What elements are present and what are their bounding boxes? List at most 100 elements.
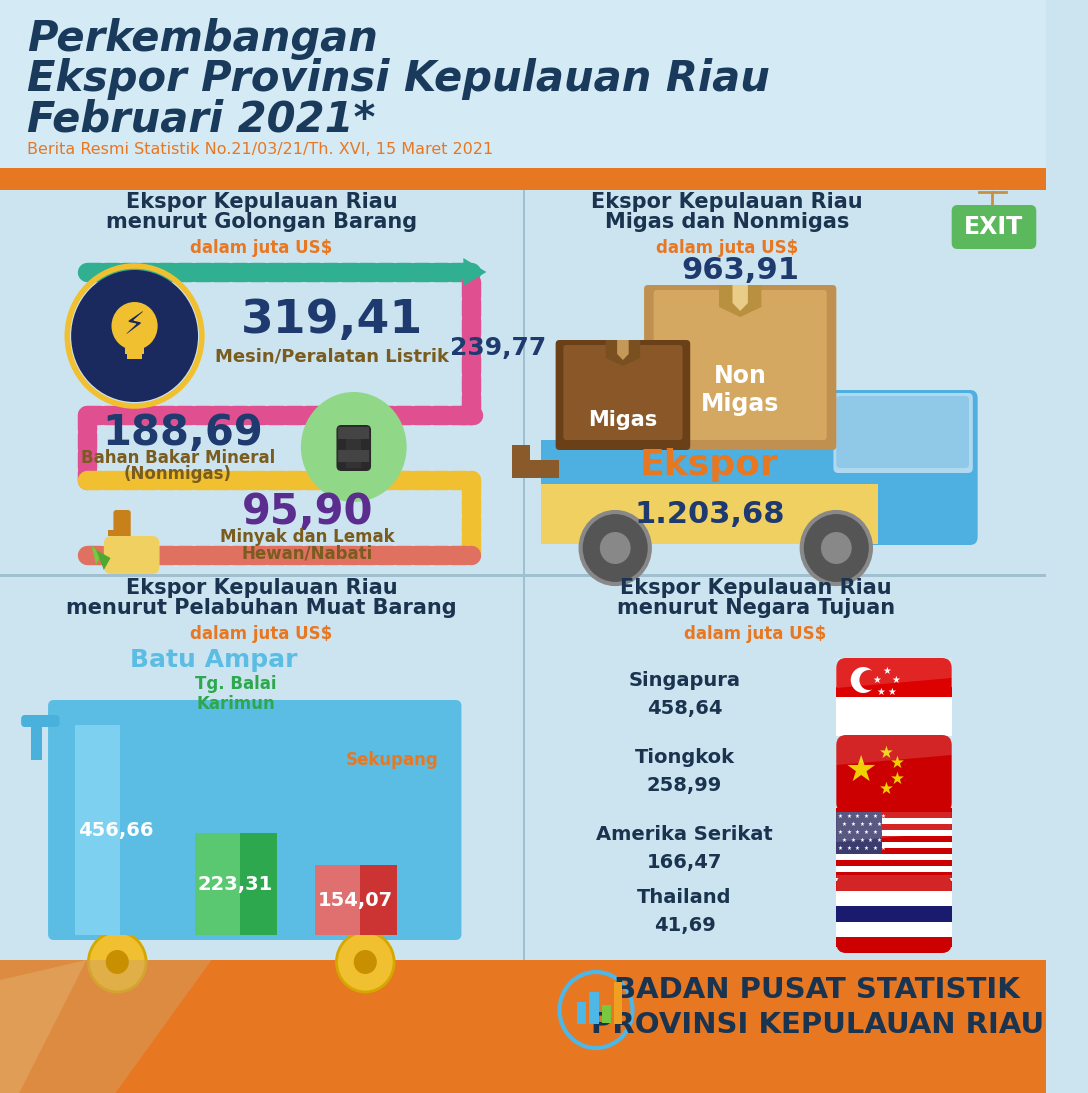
- Text: ★: ★: [877, 822, 881, 826]
- Text: dalam juta US$: dalam juta US$: [190, 239, 333, 257]
- Text: ★: ★: [842, 837, 846, 843]
- Bar: [837, 891, 952, 906]
- Bar: [837, 836, 952, 842]
- Text: 258,99: 258,99: [647, 776, 722, 795]
- Circle shape: [71, 270, 198, 402]
- Text: Perkembangan: Perkembangan: [27, 17, 378, 60]
- Bar: [837, 842, 952, 848]
- Bar: [837, 812, 882, 854]
- Bar: [577, 1002, 586, 1024]
- Text: menurut Pelabuhan Muat Barang: menurut Pelabuhan Muat Barang: [66, 598, 457, 618]
- Text: Ekspor Kepulauan Riau: Ekspor Kepulauan Riau: [125, 578, 397, 598]
- Polygon shape: [91, 545, 101, 565]
- FancyBboxPatch shape: [837, 880, 952, 894]
- Text: 456,66: 456,66: [77, 821, 153, 839]
- Text: ★: ★: [879, 780, 893, 798]
- Text: ★: ★: [838, 846, 842, 850]
- Text: ★: ★: [846, 830, 851, 834]
- Text: ★: ★: [864, 846, 868, 850]
- Bar: [837, 906, 952, 921]
- Text: ⚡: ⚡: [124, 312, 146, 341]
- FancyBboxPatch shape: [48, 700, 461, 940]
- Bar: [338, 427, 369, 439]
- Text: ★: ★: [891, 675, 900, 685]
- Polygon shape: [0, 960, 211, 1093]
- Text: ★: ★: [868, 822, 873, 826]
- Text: ★: ★: [882, 666, 891, 675]
- Text: Berita Resmi Statistik No.21/03/21/Th. XVI, 15 Maret 2021: Berita Resmi Statistik No.21/03/21/Th. X…: [27, 142, 493, 157]
- Bar: [590, 992, 598, 1024]
- Text: 166,47: 166,47: [646, 853, 722, 871]
- Polygon shape: [732, 285, 747, 312]
- Bar: [837, 830, 952, 836]
- Polygon shape: [837, 812, 952, 842]
- Polygon shape: [837, 875, 952, 905]
- Text: Ekspor Provinsi Kepulauan Riau: Ekspor Provinsi Kepulauan Riau: [27, 58, 770, 99]
- Text: ★: ★: [864, 830, 868, 834]
- Text: ★: ★: [890, 754, 905, 772]
- Circle shape: [851, 667, 876, 693]
- Text: ★: ★: [877, 837, 881, 843]
- Circle shape: [802, 512, 870, 584]
- FancyBboxPatch shape: [837, 938, 952, 953]
- Circle shape: [301, 392, 407, 502]
- Text: (Nonmigas): (Nonmigas): [124, 465, 232, 483]
- Bar: [837, 881, 952, 891]
- Text: Singapura: Singapura: [629, 670, 741, 690]
- Text: 319,41: 319,41: [240, 297, 423, 342]
- Bar: [30, 715, 42, 760]
- FancyBboxPatch shape: [556, 340, 690, 450]
- Text: 1.203,68: 1.203,68: [634, 500, 784, 529]
- Text: ★: ★: [845, 754, 878, 788]
- Bar: [125, 348, 145, 354]
- FancyBboxPatch shape: [654, 290, 827, 440]
- Bar: [0, 168, 1046, 190]
- Text: 188,69: 188,69: [102, 412, 263, 454]
- Text: Ekspor Kepulauan Riau: Ekspor Kepulauan Riau: [125, 192, 397, 212]
- FancyBboxPatch shape: [837, 396, 969, 468]
- Bar: [316, 865, 360, 935]
- Polygon shape: [463, 258, 486, 286]
- Bar: [602, 1004, 611, 1023]
- Text: ★: ★: [855, 846, 860, 850]
- Text: menurut Negara Tujuan: menurut Negara Tujuan: [617, 598, 894, 618]
- Bar: [837, 818, 952, 824]
- Text: 458,64: 458,64: [646, 698, 722, 717]
- Bar: [837, 938, 952, 948]
- Text: Tiongkok: Tiongkok: [634, 748, 734, 766]
- FancyBboxPatch shape: [829, 390, 978, 545]
- Bar: [541, 440, 878, 492]
- Bar: [108, 530, 120, 536]
- FancyBboxPatch shape: [837, 812, 952, 890]
- Text: 95,90: 95,90: [242, 491, 373, 533]
- Text: ★: ★: [846, 846, 851, 850]
- Text: Bahan Bakar Mineral: Bahan Bakar Mineral: [81, 449, 275, 467]
- Text: ★: ★: [890, 769, 905, 788]
- Text: ★: ★: [888, 687, 897, 697]
- Bar: [75, 725, 120, 935]
- Text: Mesin/Peralatan Listrik: Mesin/Peralatan Listrik: [214, 346, 448, 365]
- Bar: [195, 833, 240, 935]
- Polygon shape: [617, 340, 629, 360]
- Text: Thailand: Thailand: [638, 888, 732, 906]
- FancyBboxPatch shape: [644, 285, 837, 450]
- Text: Ekspor Kepulauan Riau: Ekspor Kepulauan Riau: [620, 578, 891, 598]
- Text: ★: ★: [851, 822, 855, 826]
- Text: ★: ★: [873, 830, 877, 834]
- Polygon shape: [606, 340, 640, 366]
- Polygon shape: [837, 734, 952, 765]
- Text: ★: ★: [851, 837, 855, 843]
- FancyBboxPatch shape: [837, 808, 952, 822]
- Text: Amerika Serikat: Amerika Serikat: [596, 824, 772, 844]
- Bar: [837, 872, 952, 878]
- FancyBboxPatch shape: [837, 658, 952, 697]
- Bar: [523, 190, 524, 575]
- FancyBboxPatch shape: [833, 393, 973, 473]
- Text: ★: ★: [881, 813, 886, 819]
- Text: Ekspor Kepulauan Riau: Ekspor Kepulauan Riau: [591, 192, 863, 212]
- Bar: [360, 865, 397, 935]
- FancyBboxPatch shape: [113, 510, 131, 545]
- Bar: [523, 577, 524, 965]
- Text: ★: ★: [873, 675, 881, 685]
- Text: Migas: Migas: [589, 410, 657, 430]
